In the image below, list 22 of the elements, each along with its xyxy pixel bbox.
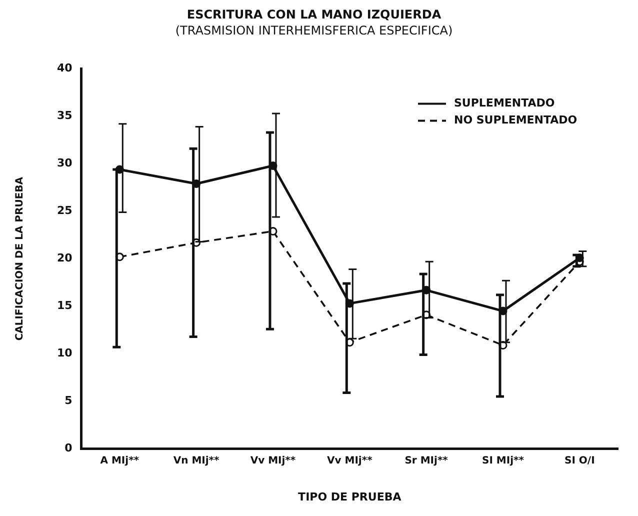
y-tick-label: 15 bbox=[56, 299, 72, 312]
chart-subtitle: (TRASMISION INTERHEMISFERICA ESPECIFICA) bbox=[175, 24, 453, 38]
legend-label: NO SUPLEMENTADO bbox=[454, 114, 578, 127]
y-tick-label: 30 bbox=[56, 156, 73, 170]
x-tick-label: SI MIj** bbox=[482, 455, 525, 466]
x-tick-label: SI O/I bbox=[564, 455, 595, 466]
x-tick-label: A MIj** bbox=[100, 455, 140, 466]
x-tick-label: Vv MIj** bbox=[327, 455, 374, 466]
x-tick-label: Vn MIj** bbox=[173, 455, 220, 466]
legend-label: SUPLEMENTADO bbox=[454, 96, 555, 110]
y-tick-label: 35 bbox=[56, 109, 72, 122]
y-tick-label: 20 bbox=[56, 252, 73, 265]
chart-title: ESCRITURA CON LA MANO IZQUIERDA bbox=[186, 7, 442, 22]
y-tick-label: 10 bbox=[56, 346, 73, 360]
y-tick-label: 0 bbox=[64, 442, 73, 455]
x-axis-title: TIPO DE PRUEBA bbox=[298, 490, 402, 504]
y-axis-title: CALIFICACION DE LA PRUEBA bbox=[14, 176, 26, 341]
y-tick-label: 5 bbox=[64, 394, 72, 408]
x-tick-label: Sr MIj** bbox=[404, 455, 449, 466]
y-tick-label: 40 bbox=[56, 62, 73, 75]
y-tick-label: 25 bbox=[56, 204, 72, 218]
x-tick-label: Vv MIj** bbox=[250, 455, 296, 466]
